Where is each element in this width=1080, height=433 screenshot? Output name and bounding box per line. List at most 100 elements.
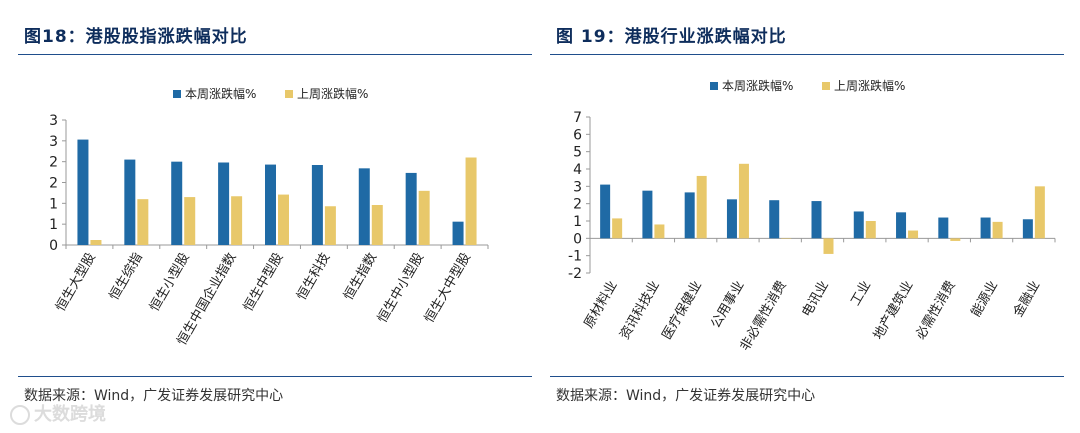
legend-swatch-this-week: [710, 82, 718, 90]
x-category-label: 能源业: [969, 279, 1001, 320]
legend-label-this-week: 本周涨跌幅%: [722, 78, 793, 93]
x-category-label: 恒生指数: [341, 251, 380, 304]
x-category-label: 原材料业: [582, 279, 621, 332]
y-tick-label: 3: [49, 113, 58, 129]
right-figure-title: 图 19：港股行业涨跌幅对比: [556, 27, 787, 47]
y-tick-label: 1: [49, 196, 58, 212]
legend-swatch-last-week: [285, 90, 293, 98]
y-tick-label: 7: [573, 110, 582, 126]
left-source-note: 数据来源：Wind，广发证券发展研究中心: [24, 388, 284, 404]
bar-this-week-5: [769, 200, 780, 239]
bar-last-week-8: [418, 190, 430, 245]
y-tick-label: 0: [49, 238, 58, 254]
y-tick-label: -2: [568, 266, 582, 282]
left-figure-title: 图18：港股股指涨跌幅对比: [24, 27, 248, 47]
bar-this-week-7: [358, 168, 370, 245]
y-tick-label: 1: [573, 214, 582, 230]
legend-swatch-this-week: [173, 90, 181, 98]
y-tick-label: -1: [568, 249, 582, 265]
x-category-label: 恒生大型股: [53, 251, 98, 315]
x-category-label: 地产建筑业: [870, 278, 916, 342]
chart-legend: 本周涨跌幅% 上周涨跌幅%: [710, 78, 905, 93]
y-tick-label: 2: [573, 197, 582, 213]
bar-this-week-10: [980, 217, 991, 239]
left-figure-panel: 图18：港股股指涨跌幅对比 本周涨跌幅% 上周涨跌幅% 0 1 1 2 2 3 3 恒生大型股 恒生…: [18, 0, 538, 433]
x-category-label: 资讯科技业: [617, 279, 662, 343]
y-tick-label: 2: [49, 155, 58, 171]
right-title-rule: [550, 54, 1064, 55]
x-category-label: 公用事业: [708, 279, 747, 332]
x-category-label: 工业: [848, 279, 874, 309]
x-category-label: 必需性消费: [913, 279, 958, 343]
bar-last-week-10: [992, 221, 1003, 239]
bar-last-week-11: [1034, 186, 1045, 239]
bar-last-week-1: [90, 240, 102, 245]
x-category-label: 电讯业: [799, 279, 831, 320]
right-source-rule: [550, 376, 1064, 377]
y-tick-label: 6: [573, 127, 582, 143]
bar-this-week-4: [726, 199, 737, 239]
bar-last-week-7: [865, 221, 876, 239]
x-category-label: 恒生中小型股: [375, 251, 427, 326]
y-tick-label: 0: [573, 231, 582, 247]
chart-legend: 本周涨跌幅% 上周涨跌幅%: [173, 86, 368, 101]
x-category-label: 非必需性消费: [738, 279, 790, 354]
bar-this-week-5: [265, 164, 276, 245]
legend-label-last-week: 上周涨跌幅%: [834, 78, 905, 93]
bar-this-week-11: [1022, 219, 1033, 239]
x-category-label: 医疗保健业: [660, 279, 705, 343]
watermark-logo-icon: [10, 405, 30, 425]
y-tick-label: 3: [49, 134, 58, 150]
y-tick-label: 2: [49, 176, 58, 192]
y-tick-label: 4: [573, 162, 582, 178]
x-category-label: 恒生综指: [107, 251, 146, 304]
y-tick-label: 1: [49, 217, 58, 233]
bar-this-week-9: [938, 217, 949, 239]
bar-this-week-8: [896, 212, 907, 239]
right-figure-panel: 图 19：港股行业涨跌幅对比 本周涨跌幅% 上周涨跌幅% -2 -1 0 1 2 3 4 5 6 7 原…: [550, 0, 1070, 433]
bar-this-week-2: [124, 159, 136, 245]
left-title-rule: [18, 54, 532, 55]
bar-this-week-8: [405, 172, 417, 245]
legend-label-this-week: 本周涨跌幅%: [185, 86, 256, 101]
y-tick-label: 5: [573, 145, 582, 161]
bar-last-week-8: [908, 230, 919, 239]
bar-last-week-9: [950, 238, 961, 241]
bar-this-week-4: [218, 162, 230, 245]
bar-last-week-6: [324, 206, 336, 245]
bar-last-week-4: [738, 163, 749, 239]
bar-last-week-6: [823, 238, 834, 254]
legend-label-last-week: 上周涨跌幅%: [297, 86, 368, 101]
bar-this-week-6: [311, 165, 323, 245]
bar-last-week-3: [696, 175, 707, 239]
bar-this-week-3: [684, 192, 695, 239]
bar-last-week-2: [137, 199, 149, 245]
bar-this-week-1: [77, 139, 89, 245]
bar-last-week-3: [184, 197, 196, 245]
bar-last-week-5: [781, 238, 792, 239]
bar-this-week-9: [452, 221, 464, 245]
bar-this-week-3: [171, 161, 183, 245]
x-category-label: 恒生科技: [294, 251, 333, 304]
bar-this-week-6: [811, 201, 822, 239]
bar-this-week-7: [853, 211, 864, 239]
x-category-label: 恒生大中型股: [422, 251, 474, 326]
watermark: 大数跨境: [10, 400, 106, 426]
bar-last-week-4: [231, 196, 243, 245]
bar-last-week-1: [612, 218, 623, 239]
bar-last-week-9: [465, 157, 477, 245]
bar-this-week-2: [642, 190, 653, 239]
right-source-note: 数据来源：Wind，广发证券发展研究中心: [556, 388, 816, 404]
x-category-label: 金融业: [1010, 278, 1043, 320]
bar-this-week-1: [600, 184, 611, 239]
bar-last-week-5: [278, 194, 289, 245]
x-category-label: 恒生小型股: [147, 251, 192, 315]
left-source-rule: [18, 376, 532, 377]
x-category-label: 恒生中型股: [241, 251, 286, 315]
legend-swatch-last-week: [822, 82, 830, 90]
y-tick-label: 3: [573, 179, 582, 195]
bar-last-week-2: [654, 224, 665, 239]
watermark-text: 大数跨境: [34, 404, 106, 425]
